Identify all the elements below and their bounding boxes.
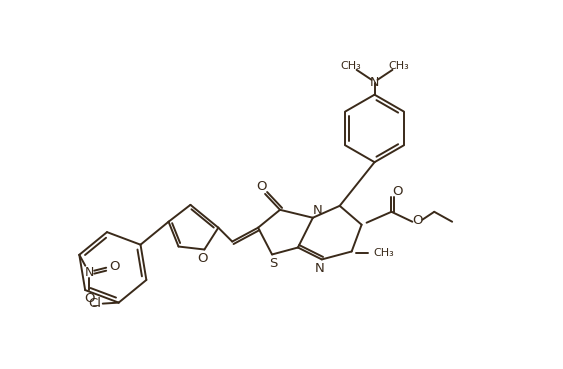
- Text: Cl: Cl: [88, 297, 101, 310]
- Text: N: N: [370, 76, 379, 89]
- Text: −: −: [92, 301, 101, 311]
- Text: O: O: [84, 292, 95, 305]
- Text: O: O: [109, 260, 119, 273]
- Text: CH₃: CH₃: [388, 61, 409, 71]
- Text: O: O: [197, 252, 208, 265]
- Text: N: N: [315, 262, 325, 275]
- Text: O: O: [392, 186, 403, 199]
- Text: CH₃: CH₃: [373, 248, 394, 258]
- Text: O: O: [256, 180, 266, 193]
- Text: N: N: [84, 266, 94, 279]
- Text: CH₃: CH₃: [340, 61, 361, 71]
- Text: N: N: [313, 204, 323, 217]
- Text: S: S: [269, 257, 277, 270]
- Text: O: O: [412, 214, 423, 227]
